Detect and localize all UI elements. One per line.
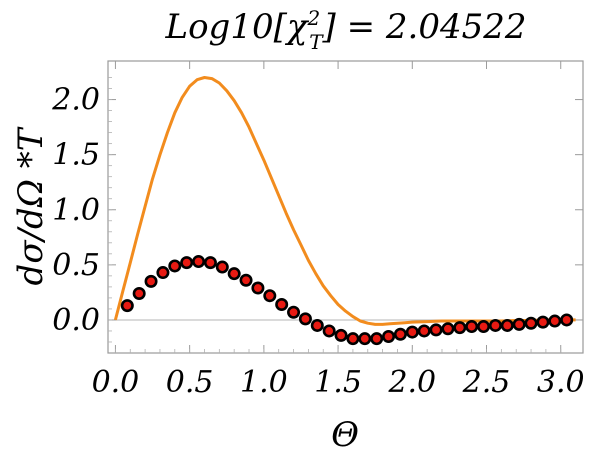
y-tick-label: 1.0 <box>52 193 100 228</box>
y-tick-label: 2.0 <box>51 83 100 118</box>
data-point <box>514 319 524 329</box>
data-point <box>348 333 358 343</box>
x-tick-label: 2.5 <box>462 365 511 400</box>
data-point <box>241 275 251 285</box>
data-point <box>158 267 168 277</box>
x-tick-label: 1.0 <box>240 365 288 400</box>
series-line <box>115 78 575 325</box>
data-point <box>312 320 322 330</box>
data-point <box>122 300 132 310</box>
data-point <box>229 268 239 278</box>
data-point <box>466 321 476 331</box>
data-point <box>134 288 144 298</box>
data-point <box>276 299 286 309</box>
data-point <box>478 321 488 331</box>
data-point <box>395 329 405 339</box>
data-point <box>300 314 310 324</box>
chart-title: Log10[χ2 T] = 2.04522 <box>165 6 527 54</box>
x-tick-label: 2.0 <box>387 365 436 400</box>
data-point <box>550 316 560 326</box>
data-point <box>371 333 381 343</box>
data-point <box>253 283 263 293</box>
x-tick-label: 0.5 <box>166 365 214 400</box>
data-point <box>538 317 548 327</box>
title-suffix: ] = 2.04522 <box>322 7 527 47</box>
x-axis-label: Θ <box>331 415 359 455</box>
data-point <box>443 324 453 334</box>
y-axis-label: dσ/dΩ *T <box>11 126 51 285</box>
y-tick-label: 1.5 <box>52 138 100 173</box>
title-chi: χ <box>285 7 310 47</box>
data-point <box>265 291 275 301</box>
data-point <box>324 326 334 336</box>
data-point <box>502 320 512 330</box>
data-point <box>490 320 500 330</box>
data-point <box>181 257 191 267</box>
x-tick-label: 3.0 <box>537 365 585 400</box>
y-tick-labels: 0.0 0.5 1.0 1.5 2.0 <box>51 83 100 338</box>
data-point <box>561 315 571 325</box>
series-layer <box>115 78 575 344</box>
data-point <box>360 333 370 343</box>
data-point <box>526 318 536 328</box>
data-point <box>419 326 429 336</box>
x-tick-label: 1.5 <box>314 365 362 400</box>
title-prefix: Log10[ <box>165 7 288 47</box>
data-point <box>407 327 417 337</box>
data-point <box>146 276 156 286</box>
y-tick-label: 0.0 <box>52 303 100 338</box>
data-point <box>455 322 465 332</box>
data-point <box>217 262 227 272</box>
data-point <box>431 325 441 335</box>
data-point <box>288 307 298 317</box>
x-tick-labels: 0.0 0.5 1.0 1.5 2.0 2.5 3.0 <box>92 365 585 400</box>
data-point <box>383 331 393 341</box>
data-point <box>336 330 346 340</box>
y-tick-label: 0.5 <box>52 248 100 283</box>
data-point <box>170 261 180 271</box>
data-point <box>193 256 203 266</box>
title: Log10[χ2 T] = 2.04522 <box>165 6 527 54</box>
title-sup: 2 <box>306 6 320 30</box>
x-tick-label: 0.0 <box>92 365 140 400</box>
data-point <box>205 257 215 267</box>
